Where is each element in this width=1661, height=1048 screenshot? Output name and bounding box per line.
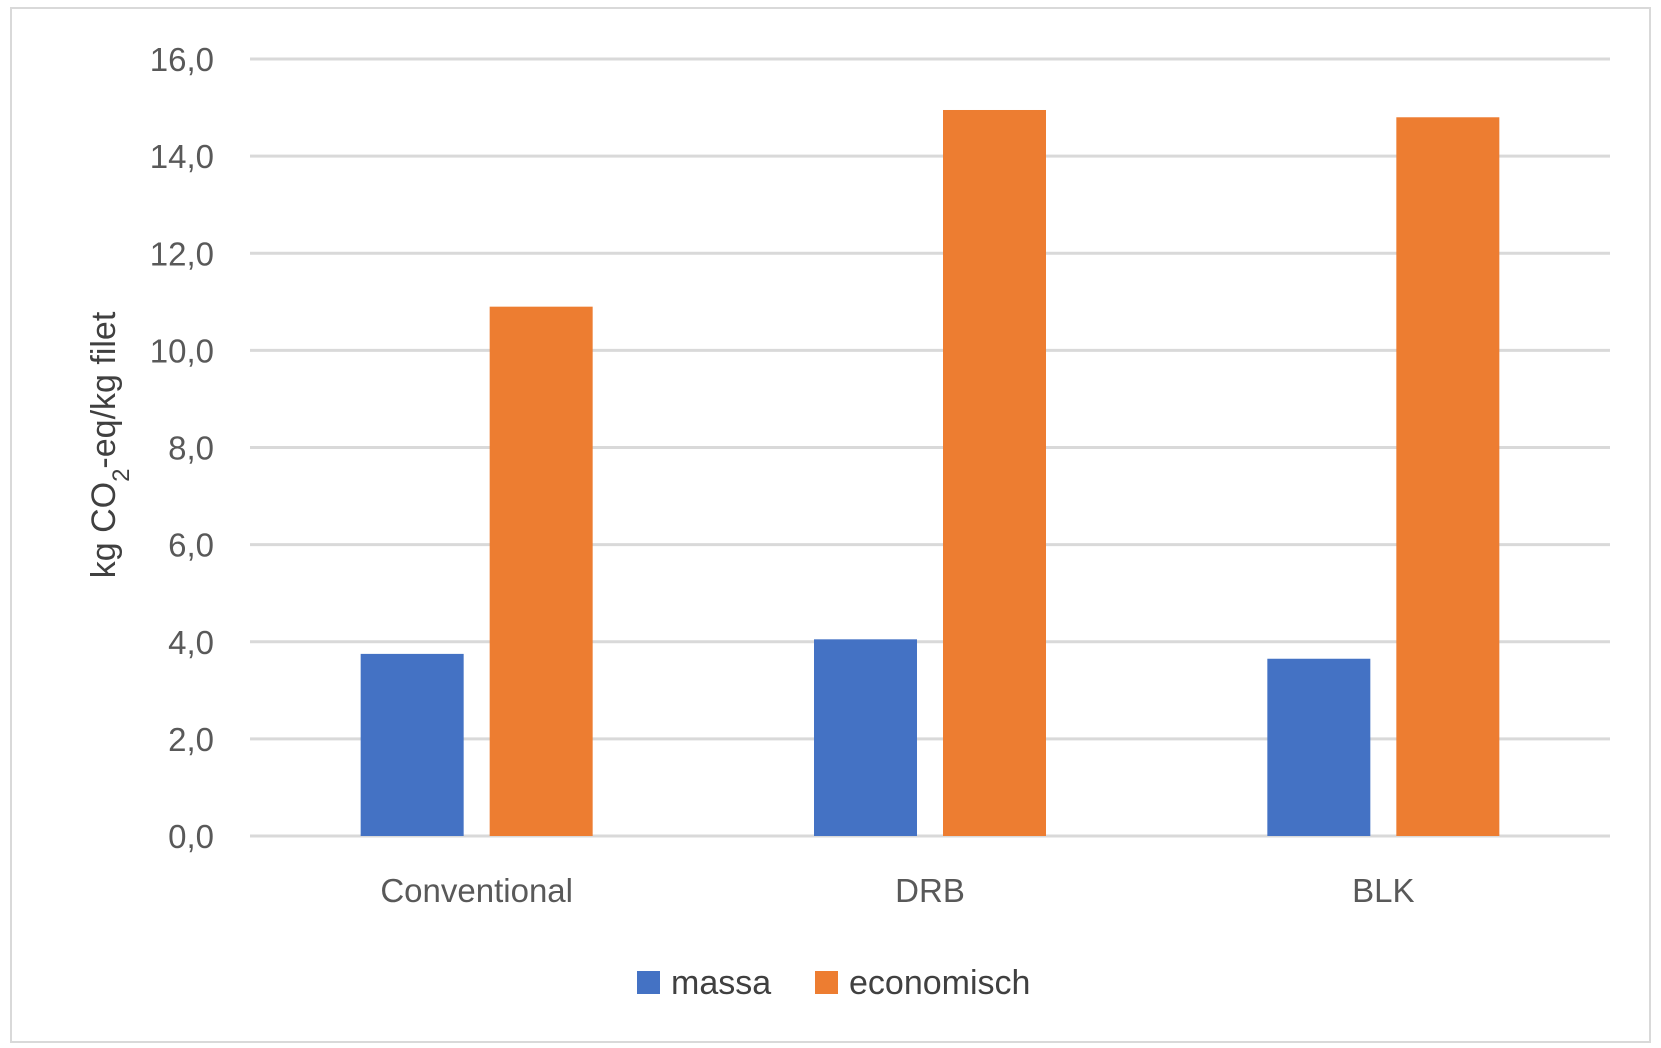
- bar-economisch-drb: [943, 109, 1046, 837]
- bars: [360, 109, 1500, 837]
- y-tick-label: 0,0: [168, 818, 214, 855]
- x-tick-label: DRB: [895, 872, 965, 909]
- legend-swatch-economisch: [815, 971, 838, 994]
- y-tick-label: 12,0: [150, 235, 214, 272]
- x-tick-label: BLK: [1352, 872, 1414, 909]
- y-tick-label: 16,0: [150, 41, 214, 78]
- bar-massa-drb: [814, 639, 917, 836]
- bar-massa-conventional: [360, 653, 464, 836]
- x-tick-labels: Conventional DRB BLK: [380, 872, 1414, 909]
- legend: massa economisch: [637, 964, 1030, 1002]
- chart-frame: [10, 7, 1651, 1043]
- y-tick-label: 2,0: [168, 721, 214, 758]
- y-tick-label: 4,0: [168, 624, 214, 661]
- legend-label-massa: massa: [671, 964, 771, 1002]
- y-tick-labels: 0,0 2,0 4,0 6,0 8,0 10,0 12,0 14,0 16,0: [150, 41, 214, 855]
- y-tick-label: 8,0: [168, 430, 214, 467]
- bar-economisch-conventional: [489, 306, 593, 836]
- y-axis-title: kg CO2-eq/kg filet: [85, 311, 135, 578]
- x-tick-label: Conventional: [380, 872, 573, 909]
- y-tick-label: 10,0: [150, 332, 214, 369]
- bar-massa-blk: [1267, 658, 1371, 836]
- y-tick-label: 6,0: [168, 527, 214, 564]
- y-tick-label: 14,0: [150, 138, 214, 175]
- legend-label-economisch: economisch: [849, 964, 1030, 1002]
- bar-economisch-blk: [1396, 117, 1500, 836]
- legend-swatch-massa: [637, 971, 660, 994]
- gridlines: [250, 57, 1610, 838]
